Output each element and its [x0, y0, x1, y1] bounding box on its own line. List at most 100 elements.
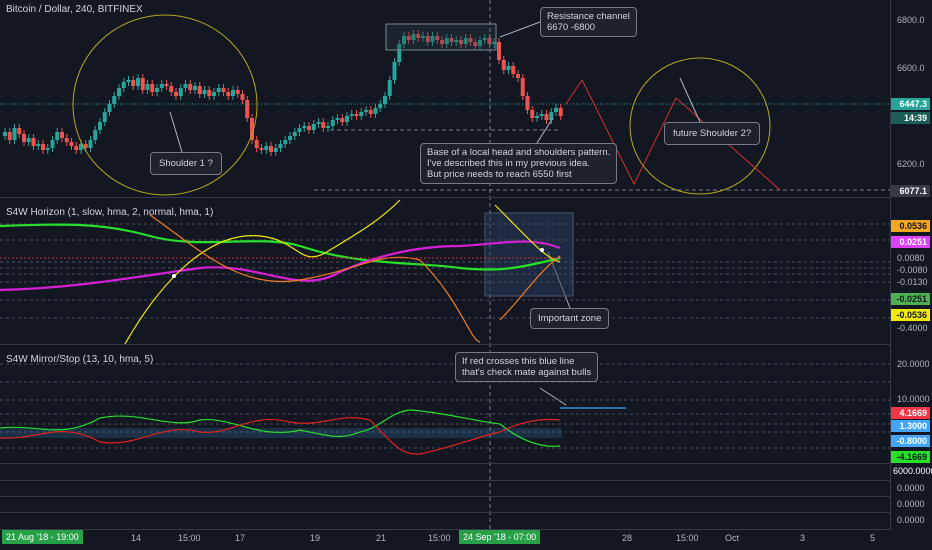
axis-value-tag: -0.0536: [891, 309, 930, 321]
candle-body: [506, 66, 511, 70]
time-axis-label: 28: [622, 533, 633, 543]
candle-body: [487, 38, 492, 44]
time-axis-label: 15:00: [676, 533, 699, 543]
candle-body: [411, 34, 416, 40]
candle-body: [79, 144, 83, 150]
candle-body: [12, 128, 17, 140]
candle-body: [88, 140, 93, 148]
chart-canvas[interactable]: [0, 0, 890, 550]
candle-body: [349, 114, 354, 116]
candle-body: [264, 146, 269, 150]
bottom-pane-tick-2: 0.0000: [897, 483, 925, 493]
shoulder-1-callout[interactable]: Shoulder 1 ?: [150, 152, 222, 175]
candle-body: [207, 90, 212, 96]
axis-value-tag: 0.0080: [897, 253, 925, 263]
candle-body: [31, 138, 36, 146]
candle-body: [197, 86, 202, 94]
price-candles: [3, 30, 563, 156]
time-axis-label: 14: [131, 533, 142, 543]
candle-body: [22, 134, 26, 142]
candle-body: [107, 104, 112, 112]
pane-separator-1[interactable]: [0, 197, 932, 198]
bottom-pane-tick-4: 0.0000: [897, 515, 925, 525]
low-price-tag: 6077.1: [891, 185, 930, 197]
time-axis-label: 19: [310, 533, 321, 543]
candle-body: [131, 80, 136, 86]
candle-body: [373, 108, 378, 114]
time-axis-label: 15:00: [428, 533, 451, 543]
candle-body: [435, 36, 440, 40]
axis-value-tag: -0.0080: [897, 265, 928, 275]
pane-separator-6[interactable]: [0, 512, 932, 513]
candle-body: [74, 146, 79, 150]
candle-body: [278, 144, 283, 148]
axis-value-tag: 0.0536: [891, 220, 930, 232]
base-pattern-callout[interactable]: Base of a local head and shoulders patte…: [420, 143, 618, 184]
bar-countdown-tag: 14:39: [891, 112, 930, 124]
candle-body: [430, 36, 435, 42]
candle-body: [121, 82, 126, 88]
resistance-callout[interactable]: Resistance channel 6670 -6800: [540, 7, 637, 37]
candle-body: [364, 110, 368, 112]
candle-body: [454, 40, 459, 42]
candle-body: [397, 44, 402, 62]
axis-value-tag: -0.8000: [891, 435, 930, 447]
candle-body: [335, 118, 340, 120]
pane-separator-4[interactable]: [0, 480, 932, 481]
candle-body: [83, 144, 88, 148]
candle-body: [273, 148, 278, 152]
candle-body: [183, 84, 188, 88]
pane-separator-5[interactable]: [0, 496, 932, 497]
candle-body: [178, 88, 183, 96]
price-tick-6800: 6800.0: [897, 15, 925, 25]
chart-title[interactable]: Bitcoin / Dollar, 240, BITFINEX: [6, 4, 143, 15]
mirror-green-line: [0, 409, 561, 447]
candle-body: [126, 80, 131, 82]
candle-body: [221, 88, 226, 92]
candle-body: [516, 74, 520, 78]
candle-body: [473, 42, 478, 46]
axis-value-tag: 10.0000: [897, 394, 930, 404]
bottom-pane-tick-3: 0.0000: [897, 499, 925, 509]
candle-body: [69, 142, 74, 146]
candle-body: [216, 88, 221, 92]
candle-body: [501, 60, 506, 70]
axis-value-tag: -0.4000: [897, 323, 928, 333]
horizon-magenta-line: [0, 240, 561, 292]
candle-body: [340, 118, 345, 122]
candle-body: [392, 62, 397, 80]
candle-body: [250, 118, 254, 140]
future-shoulder-callout[interactable]: future Shoulder 2?: [664, 122, 761, 145]
mirror-red-line: [0, 417, 561, 455]
candle-body: [497, 42, 501, 60]
pane-separator-2[interactable]: [0, 344, 932, 345]
red-crosses-callout[interactable]: If red crosses this blue line that's che…: [455, 352, 599, 382]
candle-body: [93, 130, 98, 140]
candle-body: [449, 38, 454, 42]
candle-body: [136, 78, 140, 86]
candle-body: [235, 90, 240, 94]
candle-body: [226, 92, 231, 96]
candle-body: [254, 140, 259, 148]
horizon-yellow-line-2: [494, 204, 561, 263]
mirror-indicator-title[interactable]: S4W Mirror/Stop (13, 10, hma, 5): [6, 354, 154, 365]
important-zone-box: [484, 212, 574, 297]
candle-body: [117, 88, 121, 96]
candle-body: [193, 86, 197, 90]
pane-separator-3[interactable]: [0, 463, 932, 464]
horizon-indicator-title[interactable]: S4W Horizon (1, slow, hma, 2, normal, hm…: [6, 207, 214, 218]
candle-body: [549, 112, 554, 120]
candle-body: [387, 80, 392, 96]
candle-body: [535, 116, 539, 118]
candle-body: [478, 40, 482, 46]
time-axis-label: 21: [376, 533, 387, 543]
important-zone-callout[interactable]: Important zone: [530, 308, 610, 329]
candle-body: [368, 110, 373, 114]
axis-value-tag: -0.0130: [897, 277, 928, 287]
time-axis-border: [0, 529, 932, 530]
horizon-yellow-line: [124, 199, 401, 345]
candle-body: [326, 126, 330, 128]
candle-body: [283, 140, 288, 144]
candle-body: [60, 132, 64, 138]
candle-body: [231, 90, 235, 96]
